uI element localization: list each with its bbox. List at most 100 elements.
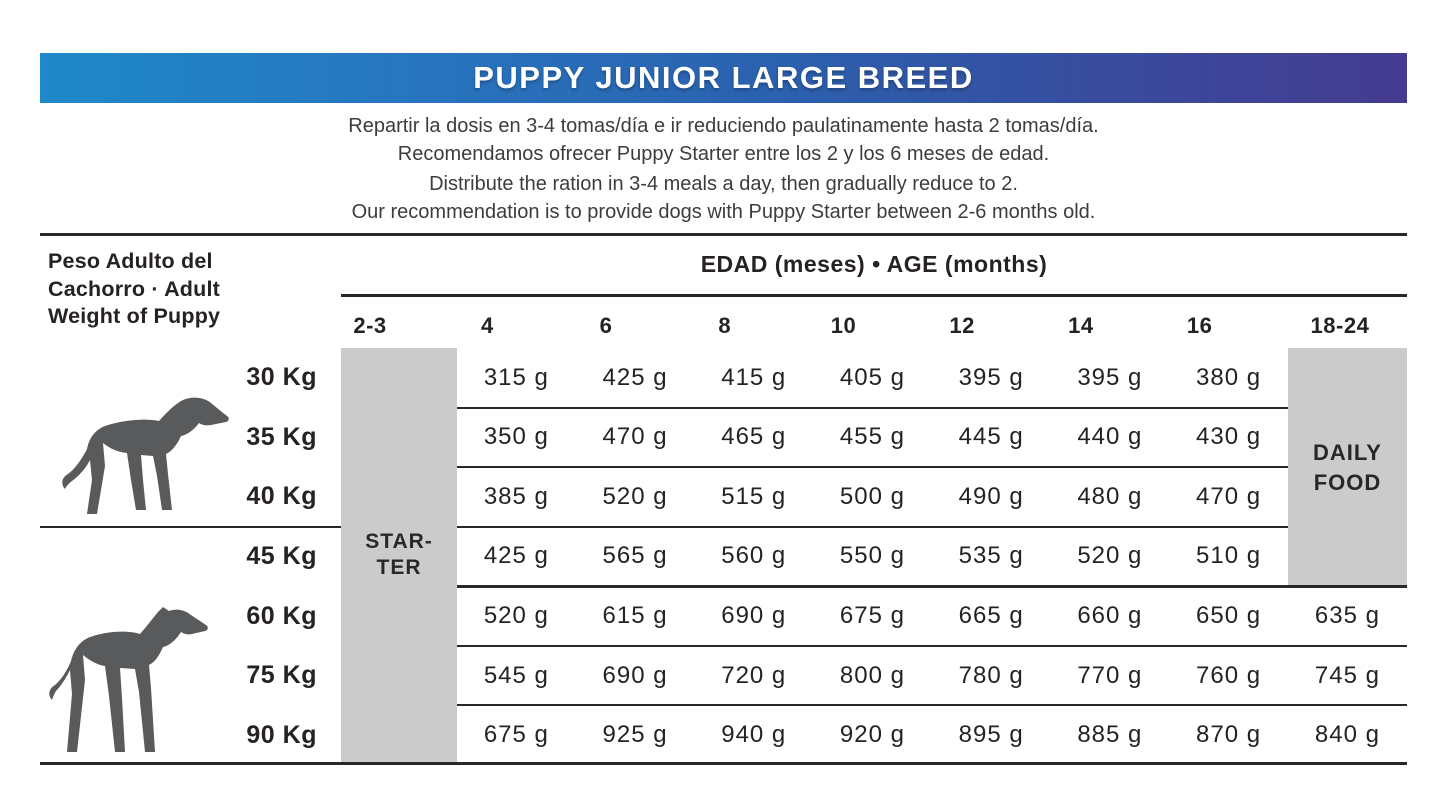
value-cell: 780 g bbox=[958, 661, 1024, 689]
value-cell: 510 g bbox=[1196, 542, 1262, 570]
age-header-cell: 16 bbox=[1186, 312, 1213, 338]
medium-dog-icon bbox=[60, 392, 238, 521]
value-cell: 425 g bbox=[602, 363, 668, 391]
value-cell: 470 g bbox=[602, 423, 668, 451]
weight-header-line-2: Cachorro · Adult bbox=[48, 276, 221, 301]
weight-column-header: Peso Adulto del Cachorro · Adult Weight … bbox=[48, 248, 220, 331]
value-cell: 385 g bbox=[483, 482, 549, 510]
intro-spanish-line-1: Repartir la dosis en 3-4 tomas/día e ir … bbox=[348, 115, 1099, 137]
intro-english: Distribute the ration in 3-4 meals a day… bbox=[40, 171, 1407, 226]
value-cell: 660 g bbox=[1077, 602, 1143, 630]
value-cell: 425 g bbox=[483, 542, 549, 570]
value-cell: 690 g bbox=[721, 602, 787, 630]
starter-cell: STAR- TER bbox=[341, 348, 457, 762]
value-cell: 760 g bbox=[1196, 661, 1262, 689]
weight-cell: 90 Kg bbox=[246, 720, 317, 749]
value-cell: 635 g bbox=[1314, 602, 1380, 630]
row-divider-line bbox=[457, 704, 1407, 706]
intro-spanish: Repartir la dosis en 3-4 tomas/día e ir … bbox=[40, 113, 1407, 168]
value-cell: 745 g bbox=[1314, 661, 1380, 689]
value-cell: 885 g bbox=[1077, 721, 1143, 749]
value-cell: 545 g bbox=[483, 661, 549, 689]
age-header-cell: 12 bbox=[949, 312, 975, 338]
value-cell: 650 g bbox=[1196, 602, 1262, 630]
value-cell: 500 g bbox=[839, 482, 905, 510]
feeding-table-body: STAR- TER DAILY FOOD 30 Kg 315 g 425 g 4… bbox=[40, 348, 1407, 765]
value-cell: 550 g bbox=[839, 542, 905, 570]
banner-title: PUPPY JUNIOR LARGE BREED bbox=[473, 60, 974, 95]
daily-food-cell-background bbox=[1288, 348, 1407, 587]
table-top-border bbox=[40, 233, 1407, 236]
row-divider-line bbox=[40, 525, 341, 528]
weight-cell: 45 Kg bbox=[246, 541, 317, 570]
value-cell: 395 g bbox=[958, 363, 1024, 391]
row-divider-line bbox=[457, 466, 1288, 468]
weight-header-line-3: Weight of Puppy bbox=[48, 304, 221, 328]
value-cell: 560 g bbox=[721, 542, 787, 570]
value-cell: 465 g bbox=[721, 423, 787, 451]
value-cell: 800 g bbox=[839, 661, 905, 689]
weight-cell: 35 Kg bbox=[246, 422, 317, 451]
value-cell: 520 g bbox=[483, 602, 549, 630]
age-header-cell: 8 bbox=[718, 312, 732, 338]
value-cell: 840 g bbox=[1314, 721, 1380, 749]
weight-cell: 30 Kg bbox=[246, 363, 317, 392]
value-cell: 515 g bbox=[721, 482, 787, 510]
value-cell: 690 g bbox=[602, 661, 668, 689]
value-cell: 925 g bbox=[602, 721, 668, 749]
value-cell: 535 g bbox=[958, 542, 1024, 570]
value-cell: 430 g bbox=[1196, 423, 1262, 451]
value-cell: 455 g bbox=[839, 423, 905, 451]
age-header-cell: 18-24 bbox=[1310, 312, 1370, 338]
value-cell: 440 g bbox=[1077, 423, 1143, 451]
row-divider-line bbox=[457, 644, 1407, 647]
feeding-table-grid: 30 Kg 315 g 425 g 415 g 405 g 395 g 395 … bbox=[40, 348, 1407, 765]
intro-english-line-1: Distribute the ration in 3-4 meals a day… bbox=[429, 173, 1018, 195]
value-cell: 470 g bbox=[1196, 482, 1262, 510]
starter-label-line-1: STAR- bbox=[365, 530, 433, 553]
value-cell: 445 g bbox=[958, 423, 1024, 451]
value-cell: 675 g bbox=[483, 721, 549, 749]
weight-header-line-1: Peso Adulto del bbox=[48, 249, 213, 273]
value-cell: 920 g bbox=[839, 721, 905, 749]
daily-food-label-line-1: DAILY bbox=[1313, 439, 1382, 465]
row-divider-line bbox=[457, 525, 1288, 528]
value-cell: 395 g bbox=[1077, 363, 1143, 391]
age-header-cell: 4 bbox=[480, 312, 494, 338]
table-bottom-border bbox=[40, 761, 1407, 765]
value-cell: 350 g bbox=[483, 423, 549, 451]
giant-dog-icon bbox=[48, 606, 218, 761]
age-header-row: 2-3 4 6 8 10 12 14 16 18-24 bbox=[40, 303, 1407, 348]
value-cell: 405 g bbox=[839, 363, 905, 391]
intro-spanish-line-2: Recomendamos ofrecer Puppy Starter entre… bbox=[397, 142, 1050, 165]
value-cell: 940 g bbox=[721, 721, 787, 749]
value-cell: 565 g bbox=[602, 542, 668, 570]
value-cell: 520 g bbox=[1077, 542, 1143, 570]
age-header-cell: 10 bbox=[830, 312, 857, 338]
daily-food-label-line-2: FOOD bbox=[1313, 469, 1382, 495]
age-header-title: EDAD (meses) • AGE (months) bbox=[700, 251, 1048, 277]
value-cell: 665 g bbox=[958, 602, 1024, 630]
table-header: Peso Adulto del Cachorro · Adult Weight … bbox=[40, 233, 1407, 348]
value-cell: 870 g bbox=[1196, 721, 1262, 749]
age-header-underline bbox=[341, 294, 1407, 297]
weight-cell: 40 Kg bbox=[246, 482, 317, 511]
starter-cell-background bbox=[341, 348, 457, 762]
age-header-cell: 6 bbox=[599, 312, 613, 338]
weight-cell: 75 Kg bbox=[246, 661, 317, 690]
row-divider-line bbox=[457, 406, 1288, 409]
value-cell: 770 g bbox=[1077, 661, 1143, 689]
value-cell: 315 g bbox=[483, 363, 549, 391]
value-cell: 480 g bbox=[1077, 482, 1143, 510]
value-cell: 895 g bbox=[958, 721, 1024, 749]
weight-cell: 60 Kg bbox=[246, 601, 317, 630]
age-header-cell: 14 bbox=[1068, 312, 1094, 338]
value-cell: 615 g bbox=[602, 602, 668, 630]
row-divider-line bbox=[457, 584, 1407, 588]
value-cell: 490 g bbox=[958, 482, 1024, 510]
value-cell: 520 g bbox=[602, 482, 668, 510]
value-cell: 720 g bbox=[721, 661, 787, 689]
value-cell: 415 g bbox=[721, 363, 787, 391]
daily-food-cell: DAILY FOOD bbox=[1288, 348, 1407, 587]
